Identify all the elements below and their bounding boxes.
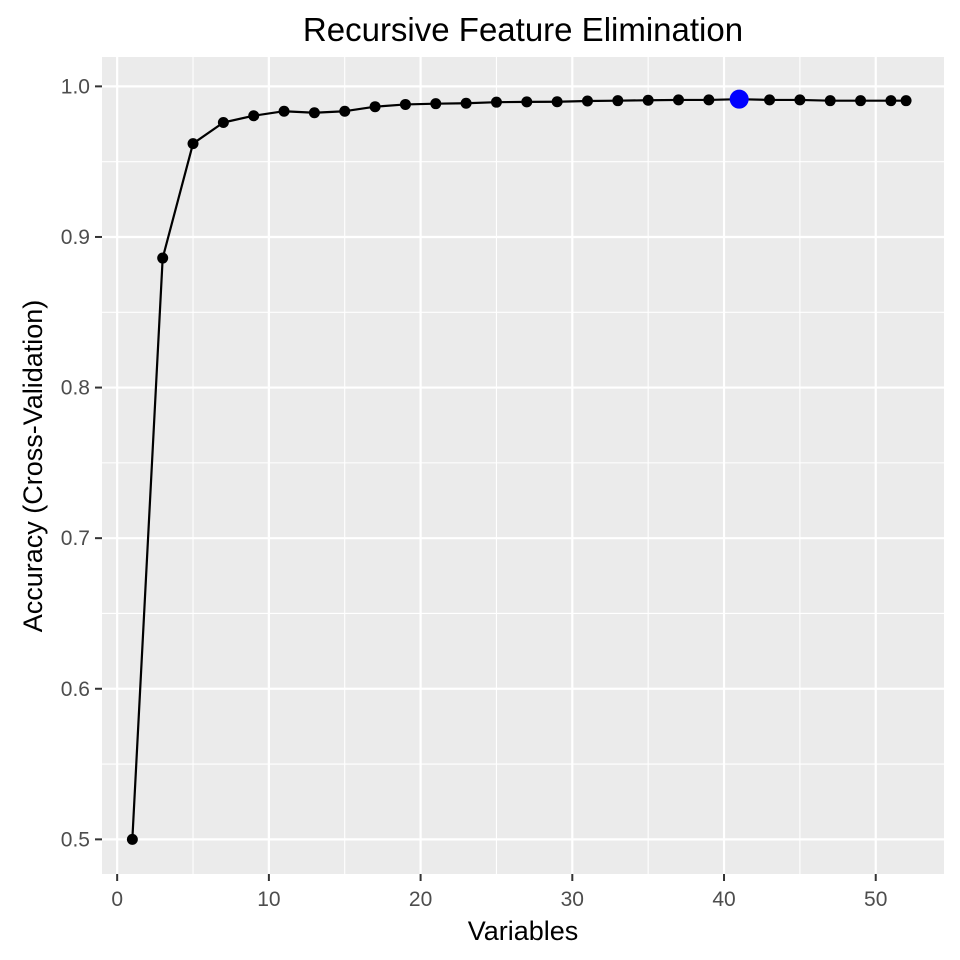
x-tick-label: 30 (561, 888, 584, 911)
y-tick-label: 1.0 (61, 75, 90, 98)
data-points (126, 93, 912, 845)
data-point (126, 833, 138, 845)
data-point (339, 105, 351, 117)
x-tick-label: 20 (409, 888, 432, 911)
x-tick-label: 10 (257, 888, 280, 911)
grid-major (102, 57, 944, 874)
y-axis-tick-labels: 0.5 0.6 0.7 0.8 0.9 1.0 (61, 75, 90, 851)
data-point (855, 95, 867, 107)
data-point (642, 94, 654, 106)
y-axis-ticks (95, 85, 102, 841)
data-point (551, 96, 563, 108)
plot-panel (102, 57, 944, 874)
chart-title: Recursive Feature Elimination (303, 11, 743, 48)
x-axis-ticks (116, 874, 877, 881)
y-tick-label: 0.7 (61, 527, 90, 550)
data-point (278, 105, 290, 117)
x-tick-label: 50 (864, 888, 887, 911)
data-point (521, 96, 533, 108)
data-point (764, 94, 776, 106)
x-tick-label: 0 (111, 888, 123, 911)
grid-minor (102, 57, 944, 874)
x-axis-title: Variables (468, 916, 579, 946)
data-point (490, 96, 502, 108)
y-tick-label: 0.9 (61, 226, 90, 249)
data-point (460, 97, 472, 109)
y-tick-label: 0.5 (61, 828, 90, 851)
data-point (157, 252, 169, 264)
data-point (885, 95, 897, 107)
data-point (248, 110, 260, 122)
data-point (430, 98, 442, 110)
data-point (900, 95, 912, 107)
x-axis-tick-labels: 0 10 20 30 40 50 (111, 888, 887, 911)
x-tick-label: 40 (712, 888, 735, 911)
data-point (673, 94, 685, 106)
y-tick-label: 0.6 (61, 678, 90, 701)
data-point (581, 95, 593, 107)
highlight-point (729, 89, 749, 109)
data-point (824, 95, 836, 107)
data-point (369, 101, 381, 113)
data-point (794, 94, 806, 106)
y-tick-label: 0.8 (61, 377, 90, 400)
data-point (612, 95, 624, 107)
data-point (308, 107, 320, 119)
y-axis-title: Accuracy (Cross-Validation) (18, 300, 48, 633)
data-point (703, 94, 715, 106)
data-point (399, 98, 411, 110)
data-point (187, 138, 199, 150)
data-point (217, 117, 229, 129)
